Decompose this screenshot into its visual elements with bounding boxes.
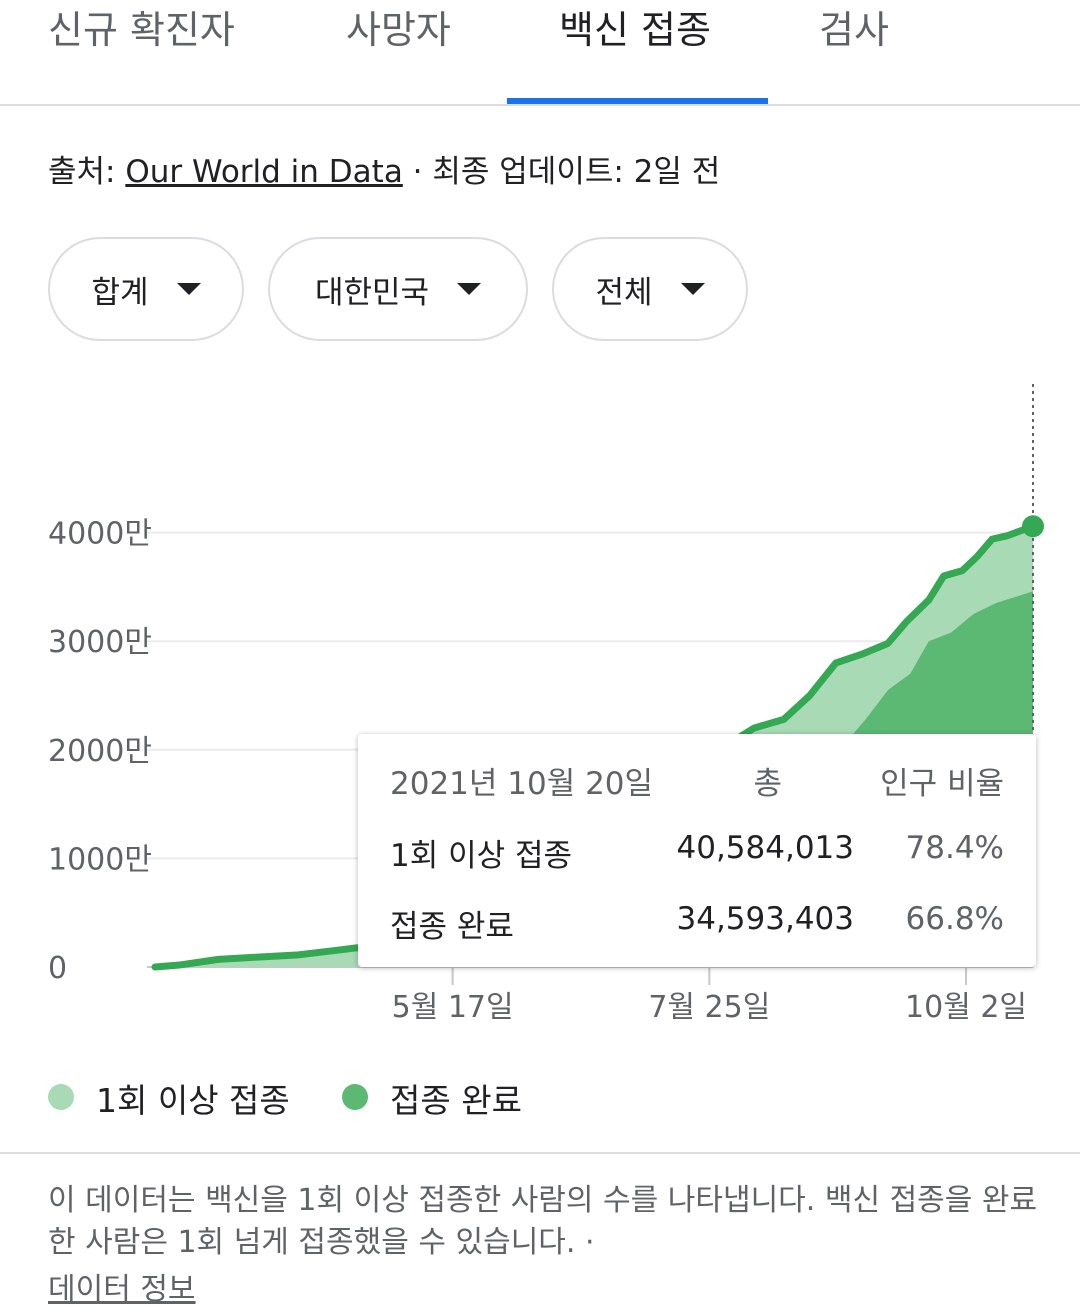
tab-deaths[interactable]: 사망자 bbox=[346, 8, 451, 52]
source-line: 출처: Our World in Data · 최종 업데이트: 2일 전 bbox=[48, 146, 720, 191]
active-tab-indicator bbox=[507, 98, 768, 104]
group-filter-label: 전체 bbox=[595, 274, 653, 311]
source-link[interactable]: Our World in Data bbox=[125, 154, 403, 190]
tab-tests[interactable]: 검사 bbox=[819, 8, 889, 52]
y-tick-label: 1000만 bbox=[48, 842, 152, 877]
chart-tooltip: 2021년 10월 20일 총 인구 비율 1회 이상 접종 40,584,01… bbox=[358, 734, 1036, 967]
line-first-dose bbox=[151, 522, 1037, 971]
dropdown-caret-icon bbox=[176, 283, 201, 295]
y-tick-label: 4000만 bbox=[48, 517, 152, 552]
data-info-link[interactable]: 데이터 정보 bbox=[48, 1272, 196, 1307]
tooltip-col-total: 총 bbox=[753, 766, 782, 802]
y-tick-label: 0 bbox=[48, 951, 67, 986]
tab-vaccination[interactable]: 백신 접종 bbox=[559, 8, 711, 52]
dropdown-caret-icon bbox=[457, 283, 482, 295]
x-tick-label: 5월 17일 bbox=[392, 990, 514, 1025]
tooltip-row-total: 34,593,403 bbox=[676, 901, 855, 937]
legend-dot-first-dose bbox=[48, 1084, 74, 1110]
legend-dot-fully-vaccinated bbox=[342, 1084, 368, 1110]
dropdown-caret-icon bbox=[680, 283, 705, 295]
y-tick-label: 3000만 bbox=[48, 625, 152, 660]
tooltip-row-total: 40,584,013 bbox=[676, 830, 855, 866]
region-filter-chip[interactable]: 대한민국 bbox=[268, 237, 528, 341]
tooltip-row-label: 접종 완료 bbox=[390, 909, 514, 945]
tooltip-row-label: 1회 이상 접종 bbox=[390, 838, 573, 874]
y-tick-label: 2000만 bbox=[48, 734, 152, 769]
metric-filter-chip[interactable]: 합계 bbox=[48, 237, 244, 341]
x-tick-label: 10월 2일 bbox=[905, 990, 1027, 1025]
divider bbox=[0, 1152, 1080, 1154]
legend-label-first-dose: 1회 이상 접종 bbox=[96, 1081, 290, 1120]
metric-filter-label: 합계 bbox=[91, 274, 149, 311]
data-note: 이 데이터는 백신을 1회 이상 접종한 사람의 수를 나타냅니다. 백신 접종… bbox=[48, 1183, 1038, 1260]
region-filter-label: 대한민국 bbox=[314, 274, 430, 311]
tooltip-col-ratio: 인구 비율 bbox=[880, 766, 1004, 802]
tooltip-row-ratio: 78.4% bbox=[905, 830, 1004, 866]
source-prefix: 출처: bbox=[48, 154, 126, 190]
cursor-point bbox=[1022, 515, 1044, 538]
tab-bar: 신규 확진자 사망자 백신 접종 검사 bbox=[0, 0, 1080, 106]
legend-label-fully-vaccinated: 접종 완료 bbox=[390, 1081, 522, 1120]
chart-legend: 1회 이상 접종 접종 완료 bbox=[0, 1074, 1080, 1120]
tooltip-row-ratio: 66.8% bbox=[905, 901, 1004, 937]
tab-new-cases[interactable]: 신규 확진자 bbox=[48, 8, 235, 52]
update-info: · 최종 업데이트: 2일 전 bbox=[402, 154, 721, 190]
tooltip-date: 2021년 10월 20일 bbox=[390, 766, 654, 802]
x-tick-label: 7월 25일 bbox=[648, 990, 770, 1025]
group-filter-chip[interactable]: 전체 bbox=[552, 237, 748, 341]
